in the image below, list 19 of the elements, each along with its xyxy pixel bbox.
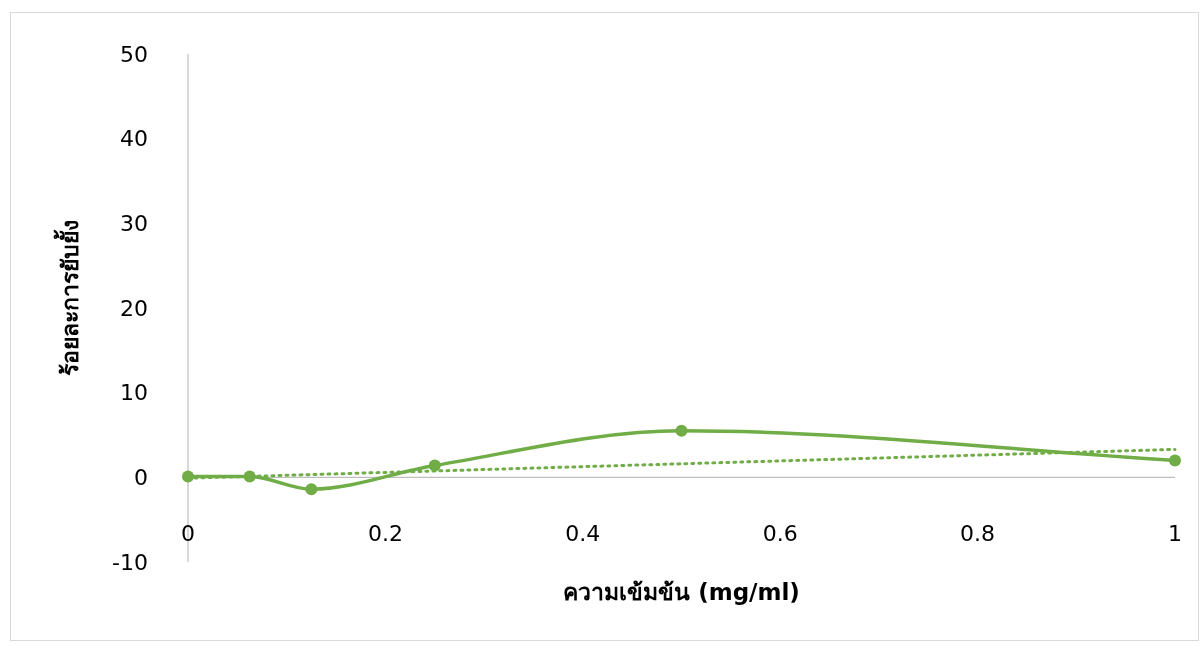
y-tick-label: 40 <box>120 126 148 152</box>
x-tick-label: 0.8 <box>960 520 996 546</box>
y-tick-label: 30 <box>120 210 148 236</box>
x-tick-label: 0.6 <box>762 520 798 546</box>
y-tick-label: 20 <box>120 295 148 321</box>
point <box>675 424 688 437</box>
x-tick-label: 0.4 <box>565 520 601 546</box>
point <box>305 483 318 496</box>
y-tick-label: -10 <box>112 549 148 575</box>
x-tick-label: 0.2 <box>367 520 403 546</box>
point <box>1169 454 1181 467</box>
x-axis-title: ความเข้มข้น (mg/ml) <box>563 579 800 605</box>
point <box>428 459 441 472</box>
x-tick-label: 1 <box>1168 520 1182 546</box>
y-tick-label: 0 <box>134 464 148 490</box>
y-tick-label: 10 <box>120 380 148 406</box>
y-tick-label: 50 <box>120 41 148 67</box>
y-axis-title: ร้อยละการยับยั้ง <box>53 220 83 376</box>
x-tick-label: 0 <box>181 520 195 546</box>
